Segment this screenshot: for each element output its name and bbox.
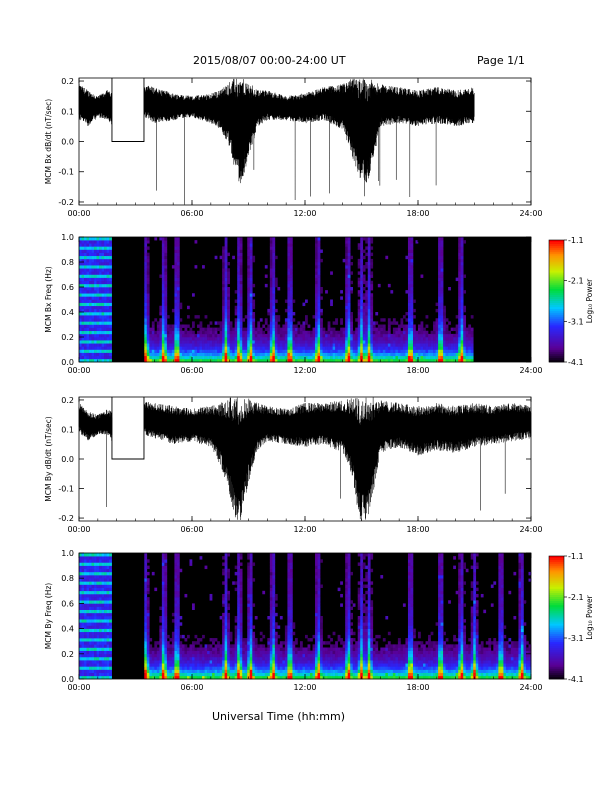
x-tick-label: 18:00 <box>406 683 429 692</box>
x-tick-label: 06:00 <box>180 683 203 692</box>
y-tick-label: 0.2 <box>61 650 74 659</box>
gap-marker <box>111 78 145 142</box>
colorbar-0 <box>549 240 564 363</box>
x-tick-label: 12:00 <box>293 366 316 375</box>
x-axis-title: Universal Time (hh:mm) <box>212 710 345 723</box>
y-tick-label: 0.2 <box>61 396 74 405</box>
y-tick-label: -0.2 <box>58 514 74 523</box>
y-tick-label: 0.0 <box>61 138 74 147</box>
colorbar-tick-label: -3.1 <box>568 317 584 326</box>
y-tick-label: 0.2 <box>61 77 74 86</box>
colorbar-tick-label: -4.1 <box>568 675 584 684</box>
y-tick-label: 0.2 <box>61 333 74 342</box>
spectrogram-cells-1 <box>79 237 474 363</box>
plot-title: 2015/08/07 00:00-24:00 UT <box>193 54 346 67</box>
x-tick-label: 24:00 <box>519 525 542 534</box>
gap-marker <box>111 397 145 460</box>
colorbar-tick-label: -1.1 <box>568 552 584 561</box>
y-tick-label: 0.8 <box>61 258 74 267</box>
y-axis-title: MCM Bx dB/dt (nT/sec) <box>44 99 53 184</box>
y-tick-label: 0.1 <box>61 107 74 116</box>
colorbar-tick-label: -1.1 <box>568 236 584 245</box>
x-tick-label: 12:00 <box>293 209 316 218</box>
page-number: Page 1/1 <box>477 54 525 67</box>
spectrogram-cells-3 <box>79 553 532 680</box>
x-tick-label: 24:00 <box>519 366 542 375</box>
colorbar-tick-label: -3.1 <box>568 634 584 643</box>
colorbar-frame <box>548 555 565 680</box>
y-axis-title: MCM By Freq (Hz) <box>44 583 53 649</box>
x-tick-label: 00:00 <box>67 366 90 375</box>
y-tick-label: 0.6 <box>61 283 74 292</box>
x-tick-label: 12:00 <box>293 525 316 534</box>
x-tick-label: 00:00 <box>67 525 90 534</box>
colorbar-frame <box>548 239 565 363</box>
colorbar-title: Log₁₀ Power <box>585 278 594 323</box>
y-tick-label: 1.0 <box>61 233 74 242</box>
y-tick-label: 0.4 <box>61 308 74 317</box>
colorbar-tick-label: -4.1 <box>568 358 584 367</box>
y-tick-label: -0.2 <box>58 198 74 207</box>
y-tick-label: 0.0 <box>61 455 74 464</box>
series-trace-2 <box>78 397 532 521</box>
x-tick-label: 24:00 <box>519 209 542 218</box>
y-tick-label: -0.1 <box>58 485 74 494</box>
x-tick-label: 18:00 <box>406 366 429 375</box>
colorbar-title: Log₁₀ Power <box>585 594 594 639</box>
y-tick-label: -0.1 <box>58 168 74 177</box>
y-tick-label: 0.4 <box>61 625 74 634</box>
y-axis-title: MCM By dB/dt (nT/sec) <box>44 416 53 501</box>
x-tick-label: 18:00 <box>406 209 429 218</box>
x-tick-label: 06:00 <box>180 525 203 534</box>
x-tick-label: 00:00 <box>67 209 90 218</box>
x-tick-label: 24:00 <box>519 683 542 692</box>
colorbar-tick-label: -2.1 <box>568 277 584 286</box>
x-tick-label: 06:00 <box>180 366 203 375</box>
colorbar-1 <box>549 556 564 680</box>
x-tick-label: 12:00 <box>293 683 316 692</box>
colorbar-tick-label: -2.1 <box>568 593 584 602</box>
x-tick-label: 18:00 <box>406 525 429 534</box>
y-tick-label: 1.0 <box>61 549 74 558</box>
y-tick-label: 0.6 <box>61 599 74 608</box>
y-axis-title: MCM Bx Freq (Hz) <box>44 266 53 332</box>
y-tick-label: 0.8 <box>61 574 74 583</box>
y-tick-label: 0.1 <box>61 425 74 434</box>
y-tick-label: 0.0 <box>61 358 74 367</box>
x-tick-label: 06:00 <box>180 209 203 218</box>
x-tick-label: 00:00 <box>67 683 90 692</box>
y-tick-label: 0.0 <box>61 675 74 684</box>
